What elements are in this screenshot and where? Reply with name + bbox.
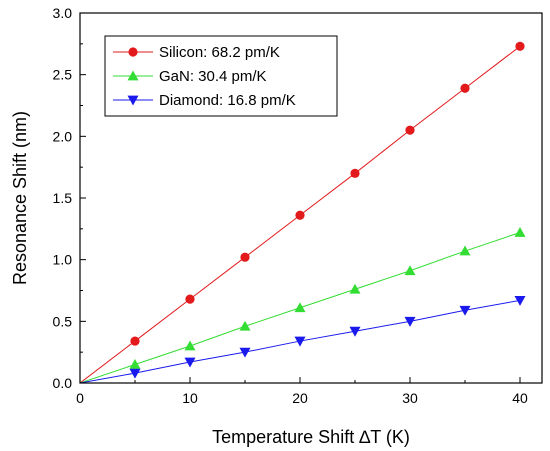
series-0 [79, 41, 525, 384]
y-tick-label: 1.5 [53, 190, 73, 206]
data-point [515, 41, 525, 51]
data-point [459, 305, 471, 316]
data-point [239, 347, 251, 358]
data-point [185, 294, 195, 304]
x-tick-label: 0 [76, 390, 84, 406]
data-point [294, 336, 306, 347]
data-point [129, 359, 141, 369]
data-point [405, 125, 415, 135]
y-tick-label: 1.0 [53, 252, 73, 268]
data-point [460, 83, 470, 93]
x-tick-label: 20 [292, 390, 308, 406]
data-point [129, 368, 141, 379]
y-axis-title: Resonance Shift (nm) [10, 111, 30, 285]
legend-label: GaN: 30.4 pm/K [159, 68, 267, 85]
y-tick-label: 0.5 [53, 313, 73, 329]
series-layer [79, 41, 526, 384]
legend-label: Diamond: 16.8 pm/K [159, 92, 296, 109]
y-tick-label: 3.0 [53, 5, 73, 21]
data-point [295, 210, 305, 220]
data-point [350, 168, 360, 178]
legend-item: Silicon: 68.2 pm/K [113, 44, 280, 61]
data-point [349, 326, 361, 337]
legend-item: Diamond: 16.8 pm/K [113, 92, 296, 109]
legend-item: GaN: 30.4 pm/K [113, 68, 267, 85]
data-point [130, 336, 140, 346]
data-point [404, 316, 416, 327]
x-tick-label: 40 [512, 390, 528, 406]
data-point [294, 302, 306, 313]
data-point [239, 320, 251, 331]
x-tick-label: 30 [402, 390, 418, 406]
legend: Silicon: 68.2 pm/K GaN: 30.4 pm/K Diamond:… [104, 35, 338, 117]
y-tick-label: 0.0 [53, 375, 73, 391]
legend-marker-swatch [127, 95, 139, 106]
data-point [184, 340, 196, 351]
data-point [459, 245, 471, 256]
data-point [240, 252, 250, 262]
y-tick-label: 2.5 [53, 67, 73, 83]
data-point [184, 357, 196, 368]
x-tick-label: 10 [182, 390, 198, 406]
ticks-layer: 0 10 20 30 40 0.0 0.5 1.0 1.5 2.0 2.5 3.0 [53, 5, 528, 406]
legend-marker-swatch [128, 47, 138, 57]
data-point [514, 227, 526, 237]
x-axis-title: Temperature Shift ∆T (K) [212, 427, 410, 447]
legend-marker-swatch [127, 70, 139, 81]
legend-label: Silicon: 68.2 pm/K [159, 44, 280, 61]
data-point [514, 295, 526, 306]
data-point [404, 265, 416, 276]
series-2 [79, 295, 526, 384]
data-point [349, 283, 361, 294]
y-tick-label: 2.0 [53, 128, 73, 144]
series-1 [79, 227, 526, 384]
